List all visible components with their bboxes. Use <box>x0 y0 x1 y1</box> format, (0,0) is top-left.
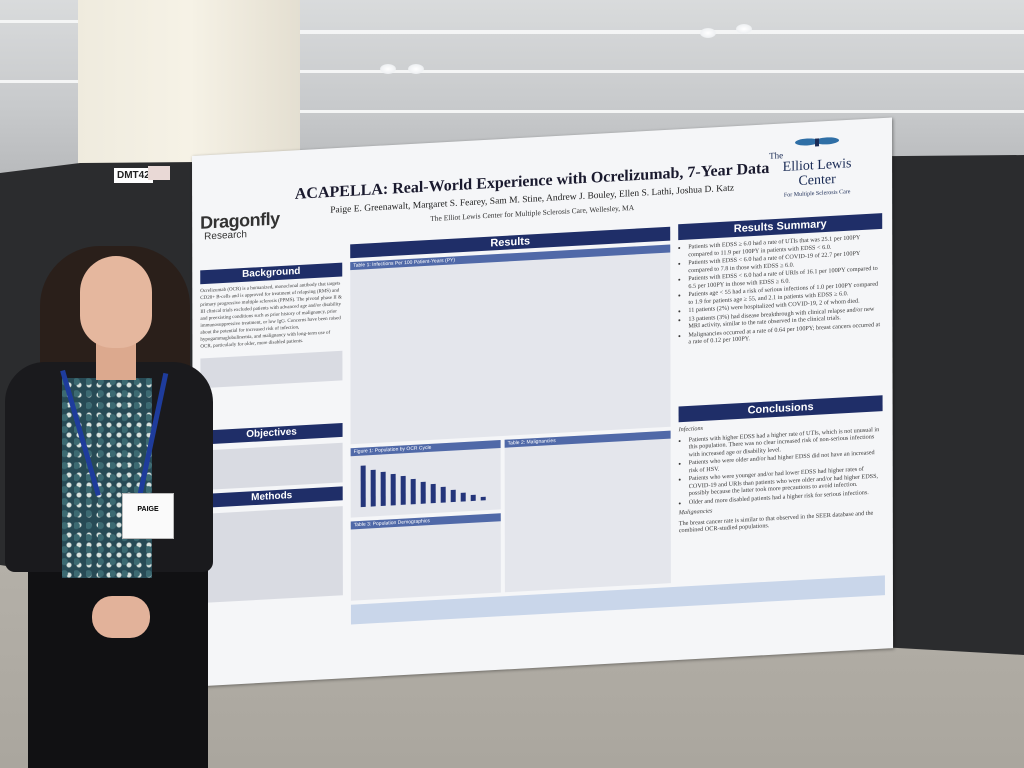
dragonfly-logo: Dragonfly Research <box>200 208 290 243</box>
background-text-continued <box>200 350 343 389</box>
objectives-header: Objectives <box>200 422 343 445</box>
ceiling-truss <box>300 30 1024 34</box>
table-demographics: Table 3: Population Demographics <box>350 513 501 601</box>
figure-bar-chart <box>360 465 486 508</box>
ceiling-light <box>380 64 396 74</box>
figure-bar <box>420 481 426 504</box>
figure-bar <box>370 469 376 507</box>
methods-text <box>200 506 343 604</box>
figure-bar <box>480 496 486 501</box>
figure-population-cycle: Figure 1: Population by OCR Cycle <box>350 440 501 518</box>
dragonfly-icon <box>795 137 840 147</box>
figure-bar <box>410 478 416 505</box>
person-hands <box>92 596 150 638</box>
elliot-lewis-logo: The Elliot Lewis Center For Multiple Scl… <box>757 132 877 200</box>
ceiling-light <box>408 64 424 74</box>
figure-bar <box>460 492 466 502</box>
ceiling-truss <box>300 110 1024 113</box>
figure-bar <box>400 475 406 505</box>
table-malignancies: Table 2: Malignancies <box>504 430 671 593</box>
figure-bar <box>390 473 396 506</box>
name-badge: PAIGE <box>122 493 174 539</box>
figure-bar <box>440 486 446 503</box>
methods-header: Methods <box>200 486 343 508</box>
ceiling-light <box>700 28 716 38</box>
person-face <box>80 256 152 348</box>
pillar <box>78 0 300 175</box>
badge-name: PAIGE <box>137 506 159 513</box>
ceiling-truss <box>300 70 1024 73</box>
figure-bar <box>430 483 436 504</box>
ceiling-light <box>736 24 752 34</box>
poster: Dragonfly Research ACAPELLA: Real-World … <box>192 117 894 687</box>
sticker-icon <box>148 166 170 180</box>
ceiling-truss <box>0 20 78 23</box>
figure-bar <box>360 465 366 508</box>
ceiling-truss <box>0 80 78 83</box>
background-text: Ocrelizumab (OCR) is a humanized, monocl… <box>200 281 342 350</box>
booth-tag: DMT42 <box>114 168 153 183</box>
table-infections: Table 1: Infections Per 100 Patient-Year… <box>350 244 671 445</box>
results-summary-list: Patients with EDSS ≥ 6.0 had a rate of U… <box>678 233 882 348</box>
objectives-text <box>200 442 343 491</box>
figure-bar <box>470 494 476 502</box>
figure-bar <box>450 489 456 503</box>
figure-bar <box>380 471 386 507</box>
conclusions-list: Infections Patients with higher EDSS had… <box>679 415 883 535</box>
